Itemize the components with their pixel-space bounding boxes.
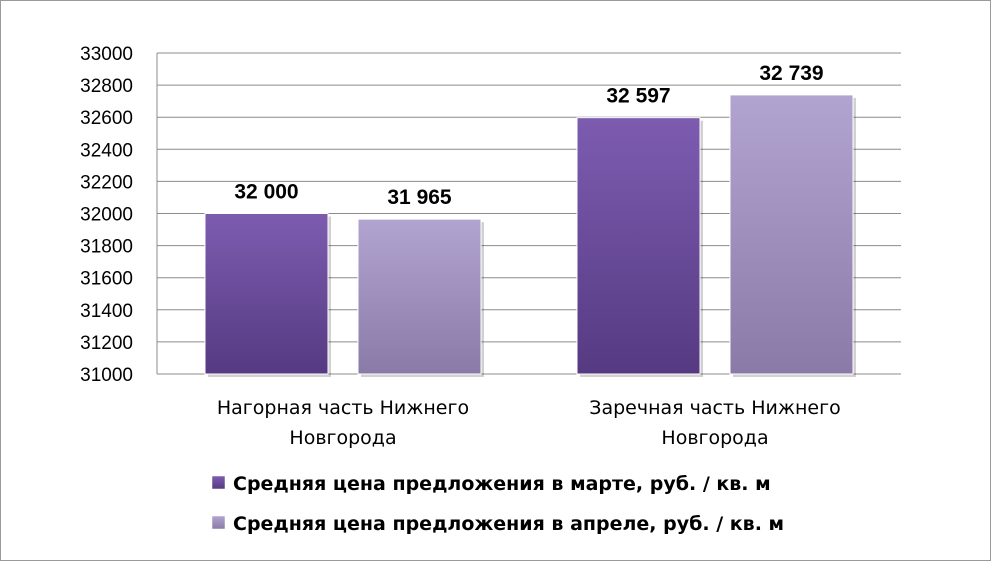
bar (729, 94, 854, 375)
y-tick-label: 32800 (80, 76, 133, 97)
x-category-label: Новгорода (661, 427, 768, 449)
x-category-label: Нагорная часть Нижнего (217, 397, 469, 419)
bar (576, 117, 701, 375)
bar (204, 213, 329, 375)
y-tick-label: 31800 (80, 237, 133, 258)
legend-label: Средняя цена предложения в апреле, руб. … (233, 513, 784, 535)
y-tick-label: 31000 (80, 365, 133, 386)
legend-swatch (211, 515, 226, 530)
legend-label: Средняя цена предложения в марте, руб. /… (233, 473, 771, 495)
y-tick-label: 32600 (80, 108, 133, 129)
data-label: 31 965 (387, 186, 452, 209)
data-label: 32 000 (234, 181, 298, 204)
y-tick-label: 31200 (80, 333, 133, 354)
y-tick-label: 32400 (80, 140, 133, 161)
x-category-label: Новгорода (289, 427, 396, 449)
y-tick-label: 32000 (80, 205, 133, 226)
y-tick-label: 31400 (80, 301, 133, 322)
y-tick-label: 32200 (80, 172, 133, 193)
data-label: 32 739 (759, 62, 823, 85)
x-category-label: Заречная часть Нижнего (589, 397, 840, 419)
data-label: 32 597 (606, 85, 670, 108)
y-tick-label: 33000 (80, 44, 133, 65)
bar (357, 218, 482, 375)
legend-swatch (211, 475, 226, 490)
y-tick-label: 31600 (80, 269, 133, 290)
